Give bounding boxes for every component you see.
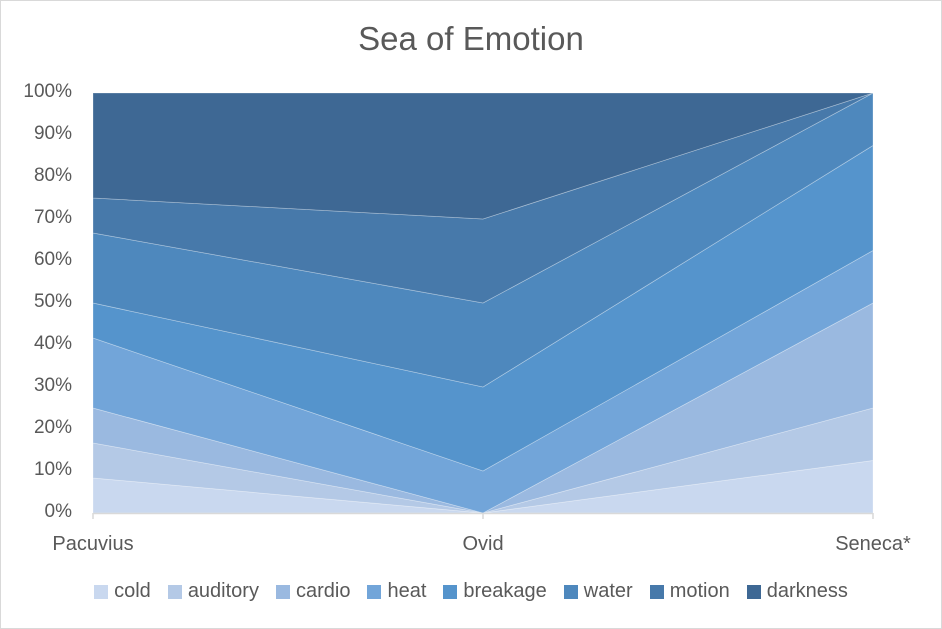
- y-tick-label: 20%: [33, 417, 72, 438]
- chart-title: Sea of Emotion: [358, 20, 584, 57]
- legend-item-motion: motion: [649, 580, 730, 603]
- legend-item-breakage: breakage: [443, 580, 547, 603]
- area-series-darkness: [92, 92, 874, 220]
- y-tick-label: 50%: [33, 291, 72, 312]
- area-series-motion: [92, 92, 874, 304]
- legend-item-heat: heat: [367, 580, 426, 603]
- legend-label: breakage: [463, 580, 547, 602]
- y-tick-label: 80%: [33, 165, 72, 186]
- legend-item-cardio: cardio: [275, 580, 351, 603]
- legend-swatch-icon: [167, 584, 182, 599]
- legend-label: heat: [387, 580, 427, 602]
- x-tick-label: Seneca*: [835, 533, 911, 555]
- y-tick-label: 100%: [23, 81, 72, 102]
- legend-label: cardio: [295, 580, 351, 602]
- legend-item-cold: cold: [94, 580, 151, 603]
- legend: cold auditory cardio heat breakage water motio…: [0, 580, 942, 603]
- legend-swatch-icon: [746, 584, 761, 599]
- legend-swatch-icon: [649, 584, 664, 599]
- y-tick-label: 10%: [33, 459, 72, 480]
- y-tick-label: 70%: [33, 207, 72, 228]
- y-tick-label: 90%: [33, 123, 72, 144]
- legend-label: auditory: [187, 580, 259, 602]
- legend-label: cold: [114, 580, 151, 602]
- legend-label: water: [583, 580, 633, 602]
- legend-item-water: water: [563, 580, 633, 603]
- legend-swatch-icon: [367, 584, 382, 599]
- legend-swatch-icon: [563, 584, 578, 599]
- legend-label: darkness: [766, 580, 848, 602]
- legend-item-darkness: darkness: [746, 580, 848, 603]
- y-tick-label: 0%: [44, 501, 72, 522]
- x-tick-label: Pacuvius: [52, 533, 134, 555]
- legend-item-auditory: auditory: [167, 580, 259, 603]
- y-tick-label: 60%: [33, 249, 72, 270]
- y-tick-label: 40%: [33, 333, 72, 354]
- y-tick-label: 30%: [33, 375, 72, 396]
- legend-swatch-icon: [94, 584, 109, 599]
- legend-swatch-icon: [443, 584, 458, 599]
- legend-label: motion: [669, 580, 730, 602]
- x-tick-label: Ovid: [462, 533, 504, 555]
- legend-swatch-icon: [275, 584, 290, 599]
